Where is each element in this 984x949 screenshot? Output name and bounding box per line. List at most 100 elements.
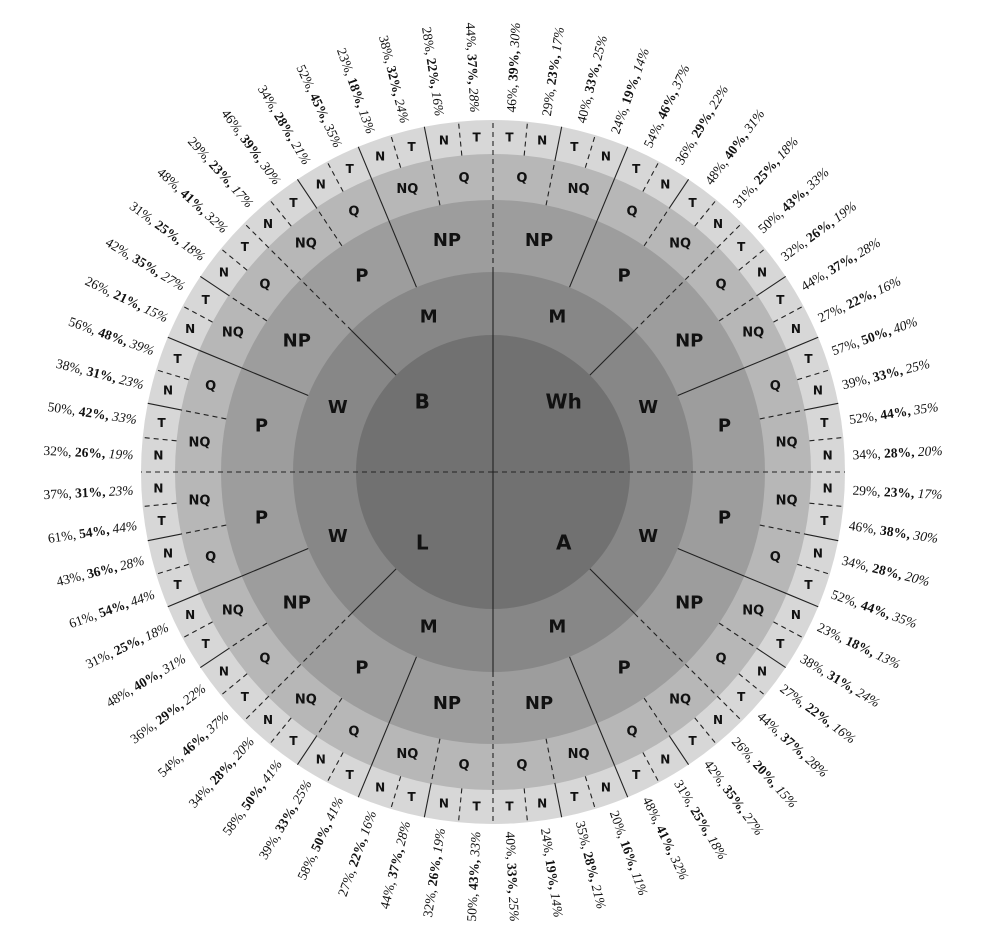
outer-label-high: 38%, — [376, 34, 398, 68]
ring-4-label: T — [202, 293, 211, 307]
ring-4-divider — [220, 673, 248, 696]
ring-4-label: T — [472, 800, 481, 814]
outer-label-high: 61%, — [67, 606, 102, 631]
outer-label: 34%, 28%, 20% — [840, 552, 931, 588]
ring-1-label: M — [548, 617, 566, 638]
ring-2-divider — [388, 656, 417, 724]
outer-label-mid: 22%, — [345, 832, 370, 869]
ring-4-label: N — [791, 322, 801, 336]
outer-label-mid: 44%, — [879, 402, 915, 422]
ring-4-divider — [584, 134, 596, 168]
ring-3-divider — [181, 524, 227, 535]
ring-4-label: N — [537, 134, 547, 148]
ring-2-label: P — [718, 415, 731, 436]
outer-label-low: 44% — [111, 517, 138, 535]
ring-1-divider — [351, 568, 397, 614]
outer-label-high: 35%, — [573, 819, 595, 853]
ring-3-label: Q — [627, 725, 638, 740]
outer-label-low: 19% — [429, 827, 447, 854]
ring-3-label: Q — [770, 550, 781, 565]
ring-3-divider — [545, 160, 556, 206]
ring-4-divider — [423, 126, 432, 161]
ring-4-label: N — [219, 665, 229, 679]
center-label: A — [556, 531, 572, 555]
outer-label-low: 44% — [128, 586, 156, 608]
ring-4-label: T — [158, 514, 167, 528]
ring-3-label: Q — [516, 171, 527, 186]
ring-4-label: T — [804, 352, 813, 366]
outer-label-high: 24%, — [607, 101, 632, 136]
ring-4-label: T — [632, 162, 641, 176]
ring-4-divider — [809, 502, 844, 508]
outer-label-high: 39%, — [840, 370, 874, 392]
center-label: Wh — [546, 389, 582, 413]
ring-4-divider — [167, 593, 200, 608]
ring-2-divider — [677, 548, 745, 577]
ring-4-divider — [554, 126, 563, 161]
ring-2-label: NP — [675, 593, 703, 614]
ring-3-label: Q — [205, 379, 216, 394]
ring-2-label: NP — [675, 330, 703, 351]
outer-label: 37%, 31%, 23% — [43, 482, 134, 501]
ring-4-label: T — [241, 240, 250, 254]
ring-4-divider — [296, 179, 317, 208]
outer-label-low: 20% — [904, 568, 932, 589]
ring-4-divider — [642, 752, 660, 783]
ring-4-divider — [269, 717, 292, 745]
outer-label-high: 44%, — [376, 876, 398, 910]
outer-label: 46%, 39%, 30% — [503, 22, 522, 113]
ring-4-divider — [269, 199, 292, 227]
outer-label-mid: 33%, — [871, 361, 907, 384]
ring-3-label: NQ — [669, 236, 691, 251]
outer-label-mid: 31%, — [85, 363, 121, 386]
outer-label: 56%, 48%, 39% — [67, 313, 157, 357]
outer-label-low: 30% — [912, 527, 940, 546]
ring-4-divider — [457, 121, 463, 156]
ring-1-divider — [589, 330, 635, 376]
ring-4-label: T — [241, 690, 250, 704]
outer-label-low: 25% — [289, 777, 315, 806]
ring-2-boundary-dashed — [634, 613, 743, 722]
ring-4-label: N — [823, 449, 833, 463]
outer-label-mid: 19%, — [618, 69, 643, 106]
outer-label-high: 37%, — [43, 485, 75, 502]
outer-label-mid: 38%, — [879, 522, 915, 542]
ring-2-label: P — [618, 265, 631, 286]
ring-1-divider — [589, 568, 635, 614]
ring-4-divider — [694, 199, 717, 227]
outer-label-high: 43%, — [55, 566, 89, 588]
ring-3-divider — [643, 207, 671, 247]
outer-label: 46%, 38%, 30% — [848, 517, 939, 545]
ring-3-label: Q — [627, 204, 638, 219]
ring-4-label: T — [202, 637, 211, 651]
ring-3-label: NQ — [396, 747, 418, 762]
ring-3-label: Q — [259, 277, 270, 292]
ring-2-divider — [388, 220, 417, 288]
ring-4-divider — [200, 648, 229, 669]
ring-4-label: N — [660, 178, 670, 192]
ring-4-divider — [155, 369, 189, 381]
outer-label-low: 17% — [548, 26, 566, 53]
ring-2-boundary-dashed — [243, 613, 352, 722]
ring-4-label: N — [713, 713, 723, 727]
outer-label-low: 28% — [467, 87, 483, 112]
ring-3-divider — [596, 723, 616, 767]
outer-label-high: 38%, — [55, 355, 89, 377]
outer-label: 38%, 31%, 23% — [55, 355, 146, 391]
ring-1-label: M — [420, 306, 438, 327]
ring-4-label: N — [439, 796, 449, 810]
ring-4-divider — [738, 248, 766, 271]
outer-label: 40%, 33%, 25% — [573, 34, 609, 125]
ring-4-label: N — [757, 265, 767, 279]
ring-3-divider — [228, 294, 268, 322]
outer-label-low: 28% — [118, 552, 146, 573]
outer-label-low: 23% — [108, 482, 133, 498]
ring-4-label: N — [219, 265, 229, 279]
ring-4-divider — [147, 402, 182, 411]
ring-2-label: P — [355, 658, 368, 679]
ring-1-label: W — [328, 526, 348, 547]
ring-2-boundary-dashed — [243, 222, 352, 331]
ring-2-divider — [569, 656, 598, 724]
ring-4-label: T — [408, 790, 417, 804]
